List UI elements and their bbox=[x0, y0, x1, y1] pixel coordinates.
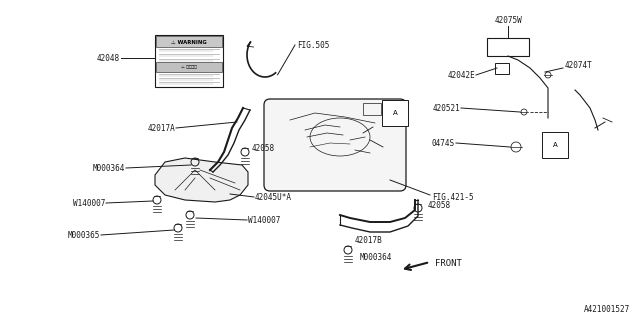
Text: A421001527: A421001527 bbox=[584, 306, 630, 315]
Text: FIG.421-5: FIG.421-5 bbox=[432, 193, 474, 202]
Bar bbox=[155, 35, 223, 87]
Text: FIG.505: FIG.505 bbox=[297, 41, 330, 50]
Bar bbox=[363, 103, 381, 115]
Text: M000364: M000364 bbox=[360, 252, 392, 261]
Bar bbox=[487, 38, 529, 56]
FancyBboxPatch shape bbox=[264, 99, 406, 191]
Text: A: A bbox=[392, 110, 397, 116]
Text: 42042E: 42042E bbox=[447, 70, 475, 79]
Text: A: A bbox=[552, 142, 557, 148]
Text: 0474S: 0474S bbox=[432, 139, 455, 148]
Text: M000364: M000364 bbox=[93, 164, 125, 172]
Text: W140007: W140007 bbox=[248, 215, 280, 225]
Text: 42048: 42048 bbox=[97, 53, 120, 62]
Text: ⚠ WARNING: ⚠ WARNING bbox=[171, 39, 207, 44]
Text: 42058: 42058 bbox=[252, 143, 275, 153]
Text: ⚠ 重要事項: ⚠ 重要事項 bbox=[181, 65, 197, 69]
Bar bbox=[156, 36, 222, 47]
Text: 42045U*A: 42045U*A bbox=[255, 193, 292, 202]
Bar bbox=[156, 62, 222, 72]
Bar bbox=[495, 63, 509, 74]
Text: W140007: W140007 bbox=[72, 198, 105, 207]
Text: 42075W: 42075W bbox=[494, 15, 522, 25]
Text: FRONT: FRONT bbox=[435, 259, 462, 268]
Text: 42058: 42058 bbox=[428, 201, 451, 210]
Text: 420521: 420521 bbox=[432, 103, 460, 113]
Text: 42017B: 42017B bbox=[355, 236, 383, 244]
Text: 42074T: 42074T bbox=[565, 60, 593, 69]
Polygon shape bbox=[155, 158, 248, 202]
Text: M000365: M000365 bbox=[68, 230, 100, 239]
Text: 42017A: 42017A bbox=[147, 124, 175, 132]
